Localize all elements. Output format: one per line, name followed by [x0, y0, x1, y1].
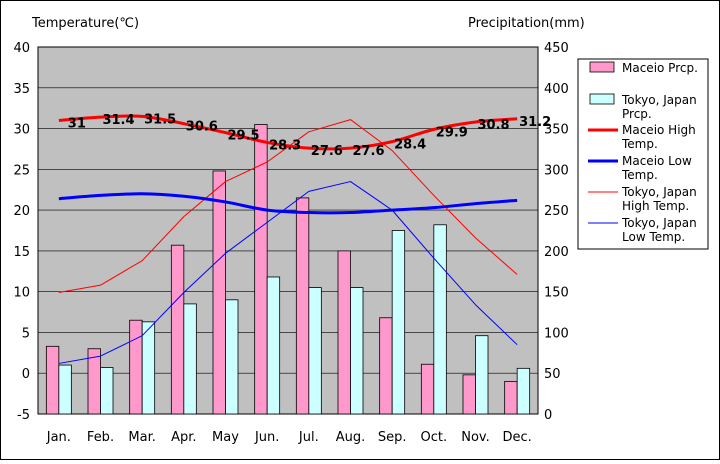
data-label: 31.5 [144, 112, 176, 127]
x-tick-label: Sep. [378, 430, 407, 445]
x-tick-label: Aug. [336, 430, 366, 445]
bar-tokyo-prcp [308, 287, 322, 415]
bar-tokyo-prcp [516, 367, 531, 415]
bar-maceio-prcp [462, 374, 476, 415]
right-tick-label: 400 [544, 82, 569, 97]
tokyo-low-line [58, 181, 518, 364]
left-tick-label: 5 [22, 326, 30, 341]
data-label: 31 [68, 116, 86, 131]
x-tick-label: Jul. [298, 430, 319, 445]
x-tick-label: May [212, 430, 239, 445]
data-label: 28.4 [394, 138, 426, 153]
bar-tokyo-prcp [225, 299, 239, 415]
data-label: 27.6 [352, 144, 384, 159]
bar-maceio-prcp [45, 345, 60, 415]
bar-maceio-prcp [87, 348, 101, 415]
legend-item-tokyo-prcp-label: Tokyo, Japan Prcp. [621, 93, 697, 121]
right-tick-label: 100 [544, 326, 569, 341]
left-tick-label: 0 [22, 367, 30, 382]
x-tick-label: Jan. [46, 430, 71, 445]
legend-item-tokyo-high-label: Tokyo, Japan High Temp. [621, 185, 697, 213]
right-tick-label: 0 [544, 408, 552, 423]
left-tick-label: 20 [13, 204, 30, 219]
x-tick-label: Apr. [171, 430, 196, 445]
x-tick-label: Jun. [254, 430, 279, 445]
bar-tokyo-prcp [391, 230, 406, 415]
bar-maceio-prcp [170, 244, 185, 415]
data-label: 31.4 [102, 113, 134, 128]
legend-item-maceio-high-label: Maceio High Temp. [621, 123, 696, 151]
bar-tokyo-prcp [266, 276, 281, 415]
data-label: 29.9 [436, 125, 468, 140]
x-tick-label: Dec. [503, 430, 532, 445]
bar-maceio-prcp [295, 197, 310, 415]
left-tick-label: 10 [13, 286, 30, 301]
bar-maceio-prcp [420, 363, 435, 415]
legend: Maceio Prcp. Tokyo, Japan Prcp.Maceio High… [577, 58, 709, 250]
data-label: 31.2 [519, 115, 551, 130]
legend-item-maceio-prcp-swatch [589, 61, 615, 73]
data-label: 29.5 [227, 129, 259, 144]
left-axis-title: Temperature(℃) [31, 16, 139, 31]
bar-tokyo-prcp [350, 287, 364, 415]
x-tick-label: Oct. [421, 430, 448, 445]
right-tick-label: 350 [544, 123, 569, 138]
bar-tokyo-prcp [100, 367, 114, 415]
legend-item-tokyo-prcp-swatch [589, 93, 615, 105]
left-tick-label: -5 [17, 408, 30, 423]
right-tick-label: 200 [544, 245, 569, 260]
bar-maceio-prcp [379, 317, 393, 415]
x-tick-label: Nov. [461, 430, 490, 445]
maceio-low-line [58, 192, 518, 215]
bar-maceio-prcp [504, 380, 518, 415]
x-tick-label: Mar. [128, 430, 155, 445]
data-label: 30.6 [186, 120, 218, 135]
bar-maceio-prcp [254, 124, 268, 415]
bar-tokyo-prcp [433, 224, 447, 415]
right-tick-label: 50 [544, 367, 561, 382]
data-label: 27.6 [311, 144, 343, 159]
plot-area [37, 46, 539, 415]
right-tick-label: 300 [544, 163, 569, 178]
left-tick-label: 40 [13, 41, 30, 56]
left-tick-label: 35 [13, 82, 30, 97]
legend-item-tokyo-low-label: Tokyo, Japan Low Temp. [621, 216, 697, 244]
bar-maceio-prcp [337, 250, 351, 415]
data-label: 30.8 [477, 118, 509, 133]
bar-maceio-prcp [212, 170, 226, 415]
legend-item-maceio-prcp-label: Maceio Prcp. [622, 61, 698, 75]
left-tick-label: 25 [13, 163, 30, 178]
right-tick-label: 250 [544, 204, 569, 219]
x-tick-label: Feb. [87, 430, 114, 445]
left-tick-label: 30 [13, 123, 30, 138]
right-tick-label: 450 [544, 41, 569, 56]
right-tick-label: 150 [544, 286, 569, 301]
left-tick-label: 15 [13, 245, 30, 260]
right-axis-title: Precipitation(mm) [468, 16, 585, 31]
bar-tokyo-prcp [475, 335, 489, 415]
bar-tokyo-prcp [141, 321, 156, 415]
maceio-high-line [58, 114, 518, 151]
data-label: 28.3 [269, 138, 301, 153]
bar-tokyo-prcp [58, 364, 72, 415]
bar-maceio-prcp [129, 319, 143, 415]
legend-box [577, 58, 709, 250]
legend-item-maceio-low-label: Maceio Low Temp. [621, 154, 692, 182]
bar-tokyo-prcp [183, 303, 197, 415]
